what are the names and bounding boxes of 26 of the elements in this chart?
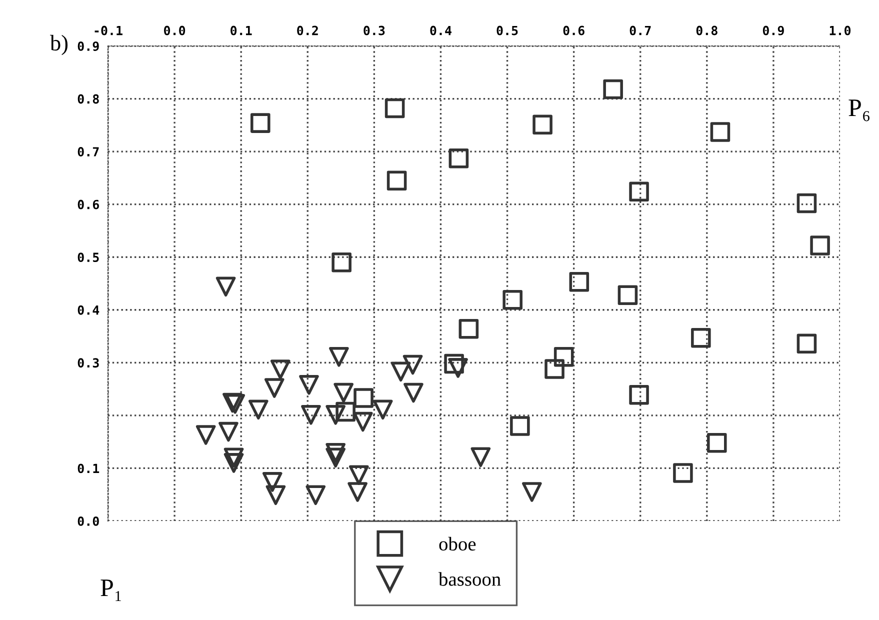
x-tick-label: 0.5 — [496, 26, 518, 36]
text: b) — [50, 34, 68, 56]
x-tick-label: 0.6 — [563, 26, 584, 36]
text: P₆ — [848, 100, 870, 122]
y-tick-label: 0.0 — [78, 516, 99, 526]
x-tick-label: 0.4 — [430, 26, 452, 36]
y-tick-label: 0.5 — [78, 252, 99, 262]
y-tick-label: 0.3 — [78, 358, 99, 368]
legend-label: bassoon — [438, 572, 501, 586]
x-tick-label: 0.7 — [630, 26, 651, 36]
text: P₁ — [100, 580, 121, 602]
x-tick-label: 0.8 — [696, 26, 718, 36]
x-tick-label: 0.3 — [364, 26, 385, 36]
x-tick-label: 0.9 — [762, 26, 784, 36]
x-tick-label: 0.0 — [164, 26, 186, 36]
x-tick-label: -0.1 — [94, 26, 122, 36]
y-tick-label: 0.8 — [78, 94, 99, 104]
legend-label: oboe — [439, 536, 476, 551]
x-tick-label: 1.0 — [830, 26, 851, 36]
y-tick-label: 0.9 — [78, 41, 99, 51]
x-tick-label: 0.2 — [297, 26, 318, 36]
x-tick-label: 0.1 — [230, 26, 252, 36]
y-tick-label: 0.4 — [78, 305, 100, 315]
y-tick-label: 0.6 — [78, 200, 99, 210]
y-tick-label: 0.1 — [78, 464, 100, 474]
y-tick-label: 0.7 — [78, 147, 99, 156]
